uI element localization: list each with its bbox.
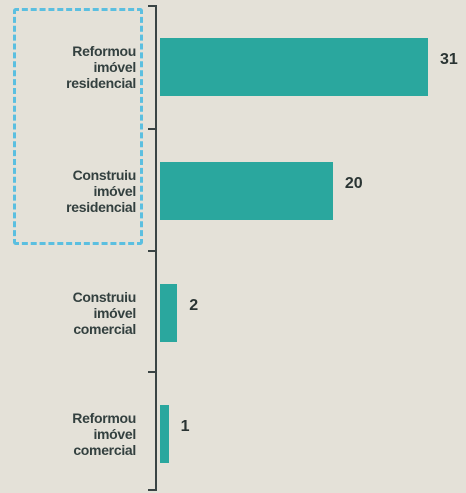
- category-label: Construiu imóvel comercial: [72, 289, 137, 337]
- category-label: Reformou imóvel residencial: [66, 43, 136, 91]
- bar: [160, 38, 428, 96]
- value-label: 20: [344, 175, 363, 192]
- highlight-box: [13, 8, 143, 245]
- axis-line: [155, 5, 157, 491]
- axis-tick: [148, 250, 156, 252]
- axis-tick: [148, 371, 156, 373]
- value-label: 31: [440, 51, 458, 68]
- bar: [160, 284, 178, 342]
- axis-tick: [148, 489, 156, 491]
- category-label: Construiu imóvel residencial: [66, 167, 136, 215]
- category-label: Reformou imóvel comercial: [72, 410, 136, 458]
- bar: [160, 162, 333, 220]
- value-label: 1: [180, 418, 190, 435]
- axis-tick: [148, 128, 156, 130]
- value-label: 2: [189, 297, 199, 314]
- axis-tick: [148, 5, 156, 7]
- bar: [160, 405, 169, 463]
